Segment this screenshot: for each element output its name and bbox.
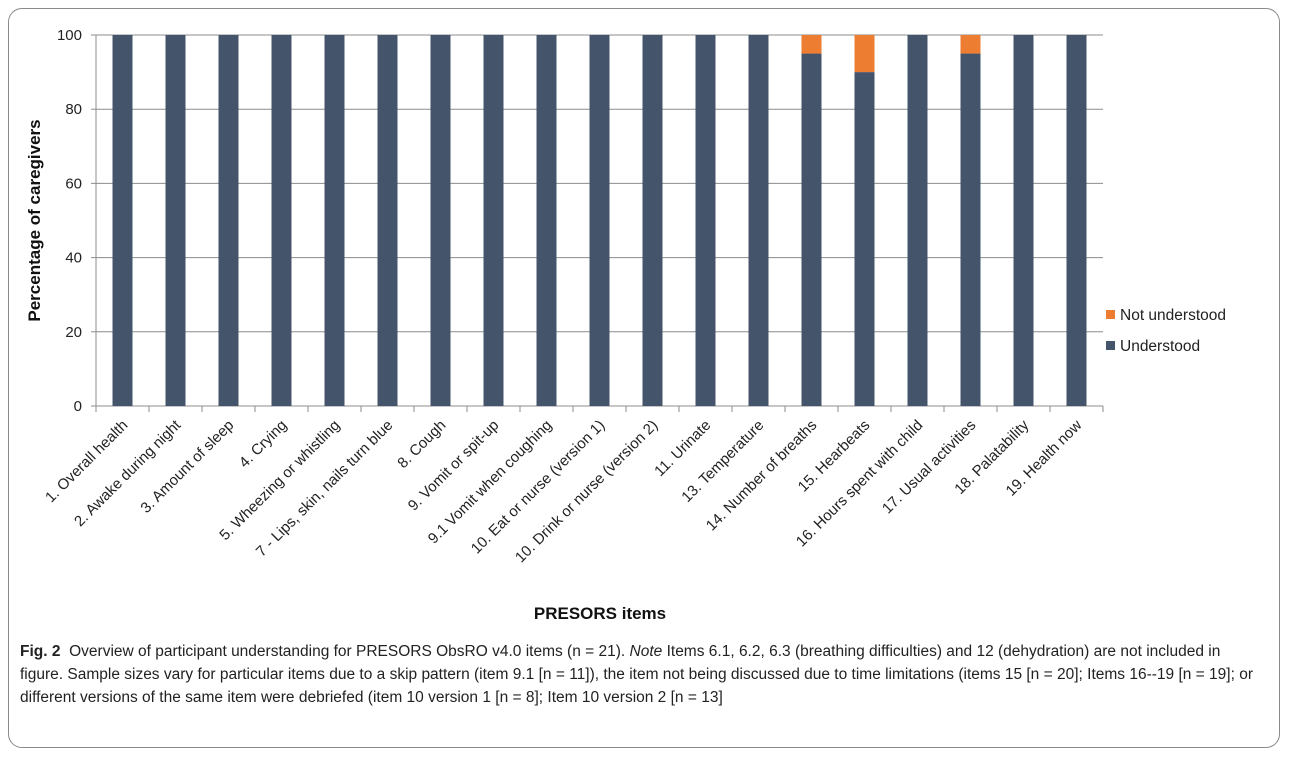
x-tick-label: 17. Usual activities [879, 417, 979, 517]
y-tick-label: 20 [65, 324, 82, 341]
bar-understood [748, 35, 769, 406]
legend-label: Understood [1120, 338, 1200, 355]
bar-understood [695, 35, 716, 406]
y-tick-label: 80 [65, 101, 82, 118]
bar-understood [1013, 35, 1034, 406]
bar-understood [218, 35, 239, 406]
y-tick-label: 0 [74, 398, 82, 415]
bar-understood [377, 35, 398, 406]
x-axis-title: PRESORS items [534, 604, 666, 623]
bar-understood [483, 35, 504, 406]
x-tick-label: 9. Vomit or spit-up [405, 417, 503, 515]
bar-understood [801, 53, 822, 407]
figure-frame [8, 8, 1280, 748]
bar-understood [854, 72, 875, 406]
x-tick-label: 3. Amount of sleep [137, 417, 237, 517]
legend-swatch [1106, 341, 1115, 350]
bar-understood [271, 35, 292, 406]
bar-understood [112, 35, 133, 406]
x-tick-label: 8. Cough [394, 417, 449, 472]
caption-note-label: Note [629, 643, 663, 660]
bar-not-understood [960, 35, 981, 54]
bar-understood [589, 35, 610, 406]
bar-not-understood [801, 35, 822, 54]
bar-understood [960, 53, 981, 407]
y-tick-label: 60 [65, 175, 82, 192]
figure-label: Fig. 2 [20, 643, 61, 660]
bar-understood [907, 35, 928, 406]
y-tick-label: 100 [57, 27, 82, 44]
caption-text-2: Items 6.1, 6.2, 6.3 (breathing difficult… [20, 643, 1253, 706]
bar-understood [430, 35, 451, 406]
bar-not-understood [854, 35, 875, 73]
bar-understood [324, 35, 345, 406]
legend-label: Not understood [1120, 307, 1226, 324]
y-tick-label: 40 [65, 250, 82, 267]
legend-swatch [1106, 310, 1115, 319]
x-tick-label: 4. Crying [236, 417, 290, 471]
figure-caption: Fig. 2 Overview of participant understan… [20, 640, 1260, 709]
bar-understood [165, 35, 186, 406]
bar-understood [536, 35, 557, 406]
caption-text-1: Overview of participant understanding fo… [69, 643, 626, 660]
y-axis-title: Percentage of caregivers [25, 119, 44, 321]
bar-understood [642, 35, 663, 406]
bar-understood [1066, 35, 1087, 406]
